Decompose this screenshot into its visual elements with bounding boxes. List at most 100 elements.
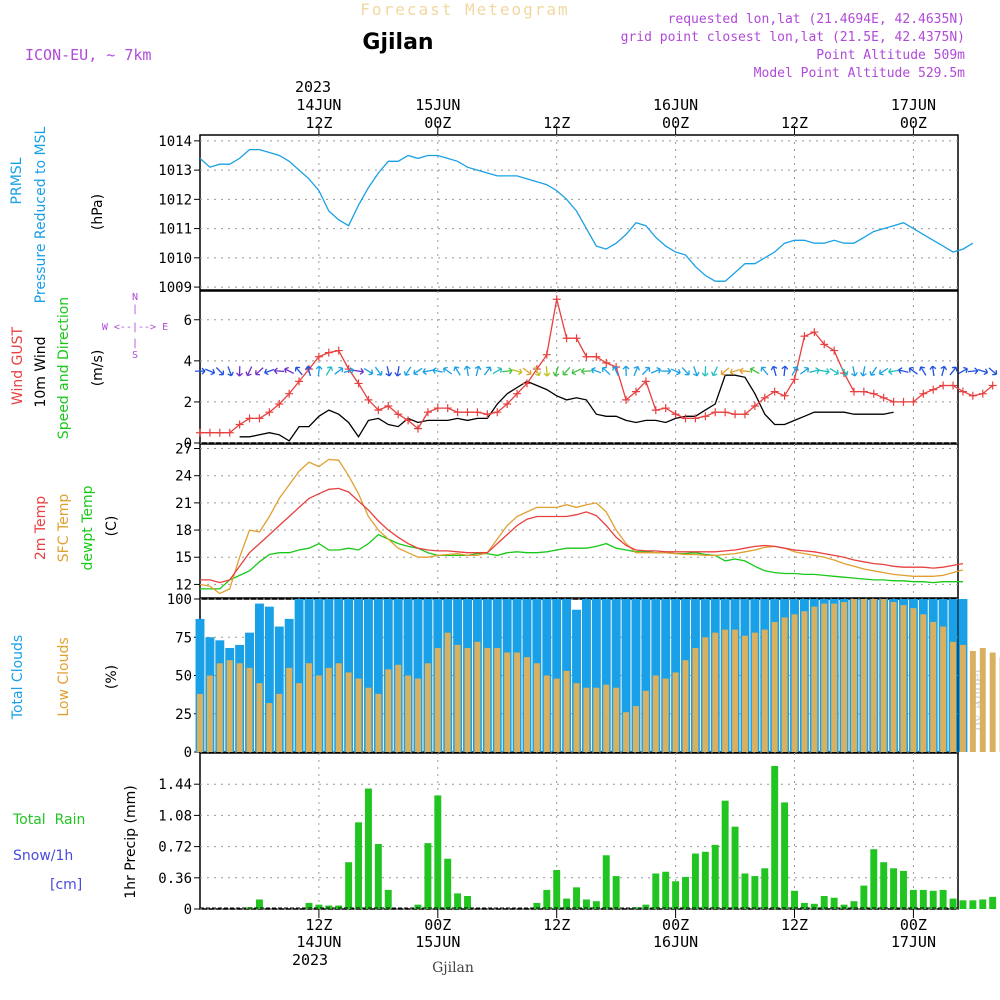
low-cloud-bar [593,687,600,752]
compass-bar-bottom: | [132,338,138,349]
wind-gust-marker [205,428,214,437]
low-cloud-bar [870,599,877,752]
wind-arrow-shape [343,367,355,374]
low-cloud-bar [633,706,639,752]
low-cloud-bar [434,647,441,752]
wind-arrow-shape [374,366,383,376]
wind-gust-marker [681,414,690,423]
rain-bar [909,889,917,909]
wind-arrow-shape [940,365,948,377]
wind-gust-marker [473,408,482,417]
wind-arrow-shape [474,365,482,377]
compass-bar-top: | [132,304,138,315]
low-cloud-bar [553,678,560,752]
wind-gust-marker [562,334,571,343]
wind-gust-marker [760,393,769,402]
wind-10m-label: 10m Wind [33,336,49,407]
wind-gust-marker [978,389,987,398]
wind-arrow-shape [432,367,443,374]
rain-bar [662,871,670,909]
wind-arrow-shape [195,367,206,375]
wind-direction-arrow [215,367,225,376]
snow-unit-label: [cm] [50,877,82,893]
rain-bar [612,876,620,909]
rain-bar [929,890,937,909]
model-altitude: Model Point Altitude 529.5m [754,66,965,81]
wind-direction-arrow [611,365,619,376]
wind-direction-arrow [363,367,374,376]
wind-y-tick-label: 4 [184,354,192,370]
wind-gust-marker [503,399,512,408]
bottom-time-label: 12Z [781,916,808,934]
rain-bar [959,900,967,909]
wind-arrow-shape [650,366,662,374]
wind-arrow-shape [245,366,253,377]
wind-arrow-shape [681,367,690,376]
wind-gust-marker [354,379,363,388]
wind-gust-marker [493,408,502,417]
rain-bar [939,889,947,909]
wind-direction-arrow [374,366,383,376]
top-time-label: 15JUN [415,96,460,114]
wind-direction-label: Speed and Direction [56,297,72,439]
low-cloud-bar [989,652,996,752]
rain-bar [781,802,789,909]
wind-arrow-shape [533,366,542,377]
wind-direction-arrow [929,365,937,377]
pressure-series [199,148,974,282]
rain-bar [840,904,848,909]
precip-y-tick-label: 0.36 [158,871,192,887]
wind-direction-arrow [255,367,264,376]
rain-bar [721,800,729,909]
rain-bar [464,896,471,909]
wind-direction-arrow [601,366,611,375]
wind-direction-arrow [294,366,303,376]
low-cloud-bar [940,626,947,752]
low-cloud-bar [692,647,699,752]
rain-bar [444,858,452,909]
total-cloud-bar [631,599,641,752]
low-cloud-bar [831,603,838,752]
wind-direction-arrow [492,366,503,375]
wind-direction-arrow [522,367,532,376]
pressure-y-tick-label: 1009 [158,280,192,296]
pressure-y-tick-label: 1012 [158,192,192,208]
rain-bar [949,898,957,909]
rain-bar [434,795,442,909]
rain-bar [771,766,779,909]
wind-direction-arrow [720,367,730,376]
low-cloud-bar [732,629,739,752]
low-cloud-bar [712,632,719,752]
snow-label: Snow/1h [13,848,73,864]
low-cloud-bar [950,641,957,752]
wind-arrow-shape [294,366,303,376]
temp-panel-frame [199,443,959,599]
wind-arrow-shape [562,366,571,376]
wind-arrow-shape [284,366,294,374]
low-cloud-bar [890,602,897,752]
rain-bar [711,844,719,909]
rain-bar [850,901,858,909]
low-clouds-label: Low Clouds [56,637,72,716]
low-cloud-bar [821,603,828,752]
rain-bar [543,889,551,909]
wind-gust-marker [215,428,224,437]
low-cloud-bar [583,687,590,752]
wind-gust-marker [641,377,650,386]
wind-direction-arrow [325,366,334,376]
wind-gust-marker [830,346,839,355]
rain-bar [731,826,739,909]
wind-arrow-shape [334,366,344,375]
footer-location: Gjilan [432,960,474,976]
wind-direction-arrow [967,367,979,375]
wind-arrow-shape [949,366,958,376]
temp-unit: (C) [104,516,120,537]
precip-y-tick-label: 0 [184,902,192,918]
low-cloud-bar [276,693,283,752]
location-title: Gjilan [362,30,433,55]
rain-bar [870,849,878,909]
rain-bar [860,885,868,909]
low-cloud-bar [464,647,471,752]
wind-direction-arrow [512,368,523,376]
